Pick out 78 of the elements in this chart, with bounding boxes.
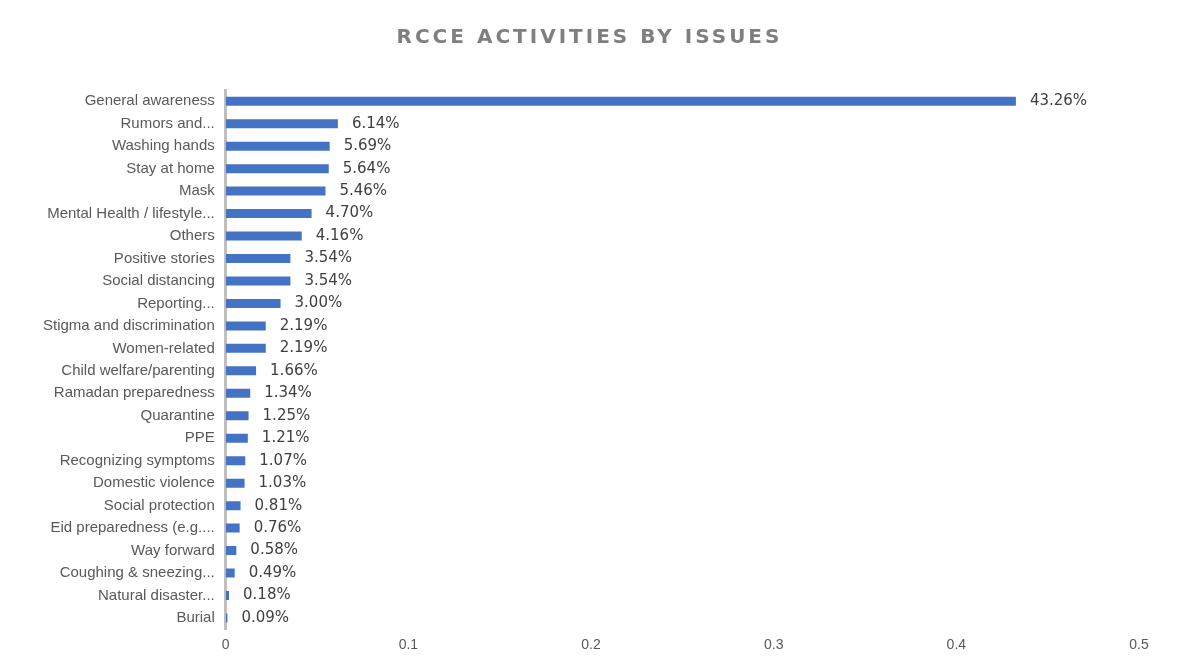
bar (225, 343, 266, 353)
y-tick-label: Mask (178, 181, 216, 199)
y-tick-label: Social protection (103, 495, 215, 513)
y-tick-label: Women-related (112, 338, 215, 356)
y-tick-label: Stigma and discrimination (43, 316, 215, 334)
bar (225, 186, 326, 196)
y-tick-label: Social distancing (102, 271, 215, 289)
bar (225, 568, 235, 578)
data-label: 2.19% (279, 315, 328, 334)
data-label: 5.69% (343, 136, 392, 155)
data-label: 0.58% (250, 540, 298, 559)
y-tick-label: General awareness (84, 91, 215, 109)
bar (225, 231, 302, 241)
bar (225, 141, 330, 151)
y-tick-label: Washing hands (111, 136, 215, 154)
y-tick-label: Reporting... (137, 293, 215, 311)
data-label: 3.00% (294, 293, 343, 312)
bar (225, 321, 266, 331)
data-label: 0.18% (243, 585, 291, 604)
y-tick-label: PPE (184, 428, 215, 446)
bar (225, 411, 249, 421)
bar (225, 433, 248, 443)
y-tick-label: Others (169, 226, 215, 244)
y-tick-label: Positive stories (113, 248, 215, 266)
y-tick-label: Way forward (131, 540, 215, 558)
bar (225, 164, 329, 174)
y-tick-label: Stay at home (126, 158, 215, 176)
data-label: 1.07% (259, 450, 307, 469)
x-tick-label: 0.4 (946, 636, 967, 653)
bar (225, 96, 1016, 106)
bar (225, 523, 240, 533)
x-tick-label: 0.5 (1129, 636, 1149, 653)
y-tick-label: Mental Health / lifestyle... (47, 203, 215, 221)
data-label: 5.64% (342, 158, 391, 177)
data-label: 1.66% (270, 360, 318, 379)
x-tick-label: 0.1 (398, 636, 419, 653)
chart-title: RCCE ACTIVITIES BY ISSUES (395, 24, 784, 48)
bar (225, 209, 312, 219)
data-label: 1.21% (261, 428, 310, 447)
data-label: 3.54% (304, 270, 353, 289)
y-tick-label: Natural disaster... (98, 585, 215, 603)
data-label: 4.16% (315, 225, 364, 244)
data-label: 43.26% (1029, 91, 1088, 110)
y-tick-label: Child welfare/parenting (61, 360, 215, 378)
y-tick-label: Ramadan preparedness (53, 383, 215, 401)
bar (225, 546, 237, 556)
data-label: 0.76% (253, 517, 302, 536)
bar (225, 119, 338, 129)
data-label: 0.81% (254, 495, 303, 514)
data-label: 1.34% (264, 383, 312, 402)
x-tick-label: 0.2 (581, 636, 601, 653)
x-tick-label: 0.3 (763, 636, 784, 653)
data-label: 0.09% (241, 607, 290, 626)
y-tick-label: Burial (176, 608, 215, 626)
bar (225, 366, 257, 376)
bar (225, 456, 246, 466)
y-tick-label: Recognizing symptoms (59, 450, 215, 468)
bar (225, 298, 281, 308)
data-label: 4.70% (325, 203, 374, 222)
data-label: 5.46% (339, 180, 388, 199)
y-tick-label: Coughing & sneezing... (59, 563, 215, 581)
data-label: 3.54% (304, 248, 353, 267)
bar (225, 478, 245, 488)
data-label: 1.03% (258, 473, 307, 492)
data-label: 1.25% (262, 405, 311, 424)
bar (225, 501, 241, 511)
bar (225, 388, 251, 398)
y-tick-label: Domestic violence (93, 473, 215, 491)
y-tick-label: Quarantine (140, 405, 215, 423)
bar (225, 276, 291, 286)
y-tick-label: Rumors and... (120, 113, 215, 131)
data-label: 2.19% (279, 338, 328, 357)
bar (225, 591, 230, 600)
bar (225, 254, 291, 263)
x-tick-label: 0 (221, 636, 230, 653)
data-label: 0.49% (248, 562, 297, 581)
y-tick-label: Eid preparedness (e.g.... (50, 518, 215, 536)
data-label: 6.14% (351, 113, 400, 132)
